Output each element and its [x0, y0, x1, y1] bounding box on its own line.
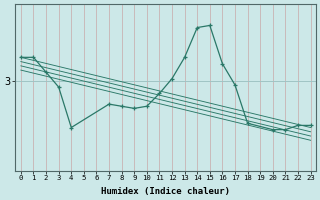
X-axis label: Humidex (Indice chaleur): Humidex (Indice chaleur) [100, 187, 229, 196]
